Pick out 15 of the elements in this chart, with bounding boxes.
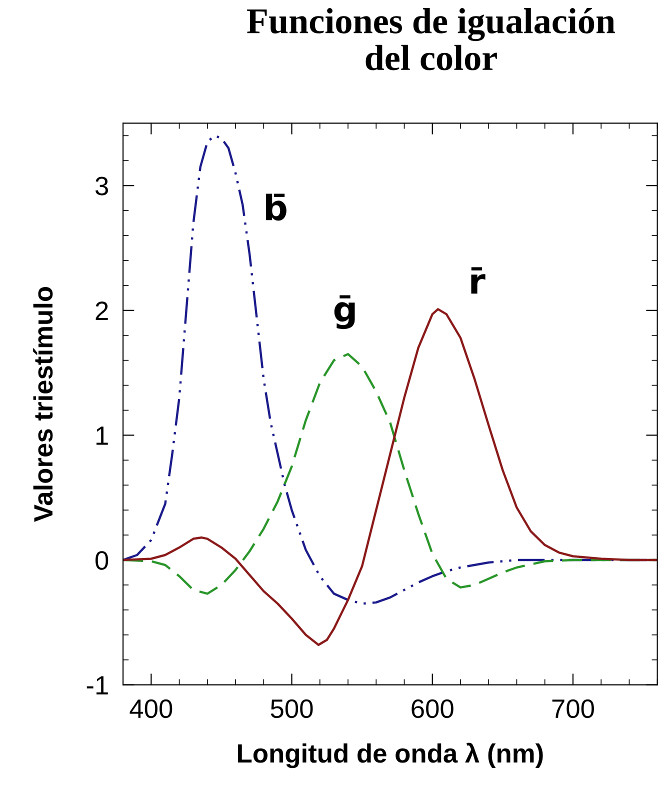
y-tick-label: 2 bbox=[96, 302, 108, 320]
y-tick-label: 0 bbox=[96, 551, 108, 570]
y-tick-label: 3 bbox=[95, 176, 108, 196]
y-tick-label: -1 bbox=[86, 676, 108, 694]
series-label: ḡ bbox=[334, 295, 355, 330]
x-tick-label: 500 bbox=[270, 699, 313, 718]
y-tick-label: 1 bbox=[96, 426, 108, 445]
series-label: r̄ bbox=[471, 267, 486, 294]
x-tick-label: 600 bbox=[412, 699, 454, 718]
x-axis-title: Longitud de onda λ (nm) bbox=[238, 742, 543, 768]
y-axis-title: Valores triestímulo bbox=[33, 286, 53, 522]
x-tick-label: 400 bbox=[130, 699, 172, 718]
chart-title: Funciones de igualación del color bbox=[247, 8, 616, 70]
x-tick-label: 700 bbox=[552, 699, 594, 718]
series-label: b̄ bbox=[266, 194, 286, 221]
